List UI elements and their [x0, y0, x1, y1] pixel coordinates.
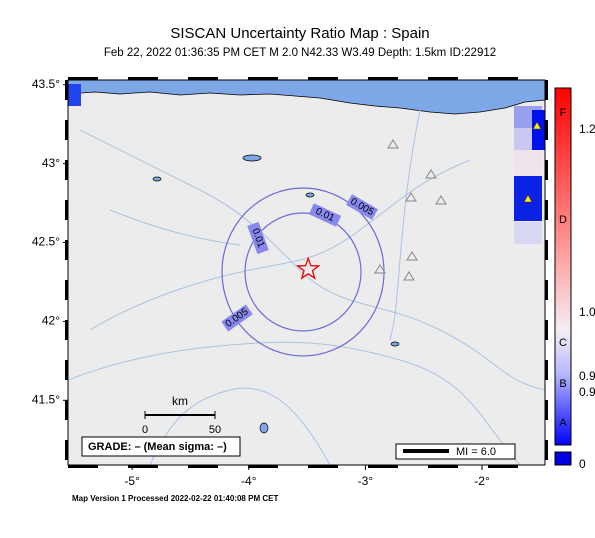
river [89, 159, 471, 331]
frame-stripe [545, 400, 548, 420]
frame-stripe [545, 200, 548, 220]
frame-stripe [188, 465, 218, 468]
frame-stripe [65, 440, 68, 460]
frame-stripe [488, 77, 518, 80]
frame-stripe [428, 77, 458, 80]
colorbar [554, 87, 572, 446]
frame-stripe [308, 77, 338, 80]
frame-stripe [545, 160, 548, 180]
lake [259, 422, 269, 434]
mi-text: MI = 6.0 [456, 446, 496, 458]
river [68, 341, 521, 465]
event-info: Feb 22, 2022 01:36:35 PM CET M 2.0 N42.3… [104, 47, 496, 59]
frame-stripe [128, 77, 158, 80]
contour-label-bg [221, 304, 253, 332]
frame-stripe [308, 465, 338, 468]
grid-cell [514, 150, 542, 175]
frame-stripe [65, 160, 68, 180]
map-area [68, 80, 545, 465]
scale-label: 50 [209, 424, 221, 436]
lake [305, 192, 315, 198]
frame-stripe [65, 200, 68, 220]
frame-stripe [65, 240, 68, 260]
frame-stripe [368, 77, 398, 80]
grade-text: GRADE: – (Mean sigma: –) [88, 441, 227, 453]
epicenter [295, 256, 321, 280]
frame-stripe [248, 465, 278, 468]
colorbar-value: 1.0 [579, 305, 595, 319]
contour-label-bg [346, 194, 378, 220]
frame-stripe [368, 465, 398, 468]
grid-cell [532, 110, 545, 150]
grade-label: D [559, 214, 567, 226]
frame-stripe [545, 440, 548, 460]
footer: Map Version 1 Processed 2022-02-22 01:40… [72, 494, 278, 503]
lat-tick-label: 41.5° [32, 392, 60, 406]
frame-stripe [65, 320, 68, 340]
lon-tick-label: -3° [358, 474, 374, 488]
frame-stripe [488, 465, 518, 468]
frame-stripe [65, 360, 68, 380]
sea [68, 80, 545, 115]
scale-unit: km [172, 394, 188, 408]
colorbar-zero [554, 451, 572, 466]
map-frame [67, 79, 546, 466]
frame-stripe [68, 77, 98, 80]
mi-box [395, 443, 516, 460]
frame-stripe [68, 465, 98, 468]
scale-label: 0 [142, 424, 148, 436]
frame-stripe [428, 465, 458, 468]
frame-stripe [128, 465, 158, 468]
map-title: SISCAN Uncertainty Ratio Map : Spain [170, 25, 429, 42]
scale-bar: km 0 50 [142, 394, 221, 436]
frame-stripe [65, 120, 68, 140]
grade-label: C [559, 337, 567, 349]
frame-stripe [545, 80, 548, 100]
frame-stripe [545, 360, 548, 380]
grid-cell [68, 84, 81, 106]
lon-tick-label: -5° [124, 474, 140, 488]
river [149, 387, 331, 465]
contour-label-bg [308, 203, 342, 227]
lon-tick-label: -2° [474, 474, 490, 488]
stations [374, 121, 542, 281]
grade-label: A [559, 417, 567, 429]
grade-box [81, 436, 241, 457]
lat-tick-label: 42° [42, 314, 60, 328]
frame-stripe [545, 280, 548, 300]
lake [390, 341, 400, 347]
colorbar-value: 1.2 [579, 122, 595, 136]
frame-stripe [545, 320, 548, 340]
grade-label: B [559, 378, 566, 390]
frame-stripe [188, 77, 218, 80]
contour [244, 212, 362, 332]
colorbar-value: 0 [579, 457, 586, 471]
frame-stripe [65, 80, 68, 100]
contour-label-bg [247, 221, 269, 255]
grid-cell [514, 222, 542, 244]
land [68, 80, 545, 465]
grade-label: F [560, 107, 567, 119]
colorbar-value: 0.9 [579, 385, 595, 399]
colorbar-value: 0.9 [579, 369, 595, 383]
lon-tick-label: -4° [241, 474, 257, 488]
frame-stripe [248, 77, 278, 80]
lat-tick-label: 43.5° [32, 77, 60, 91]
lat-tick-label: 42.5° [32, 235, 60, 249]
axis-ticks: -5° -4° -3° -2° 43.5° 43° 42.5° 42° 41.5° [32, 77, 548, 488]
frame-stripe [65, 400, 68, 420]
colorbar-labels: F D C B A 1.2 1.0 0.9 0.9 0 [559, 107, 595, 471]
frame-stripe [65, 280, 68, 300]
frame-stripe [545, 240, 548, 260]
lake [152, 176, 162, 182]
frame-stripe [545, 120, 548, 140]
lat-tick-label: 43° [42, 156, 60, 170]
lake [242, 154, 262, 162]
river [389, 109, 421, 341]
river [79, 129, 545, 391]
